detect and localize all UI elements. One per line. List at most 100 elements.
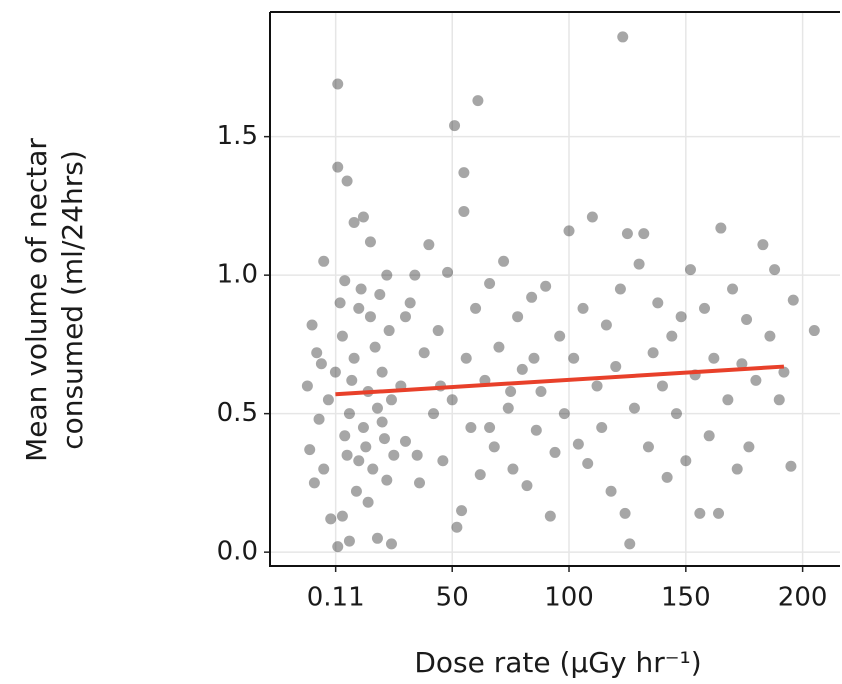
point [577, 302, 589, 314]
point [502, 402, 514, 414]
point [306, 319, 318, 331]
point [764, 330, 776, 342]
point [484, 422, 496, 433]
point [722, 394, 734, 406]
point [378, 433, 390, 445]
point [458, 205, 470, 217]
point [339, 275, 351, 287]
y-tick-label: 0.5 [217, 398, 258, 428]
point [617, 31, 629, 43]
point [432, 325, 444, 337]
point [376, 416, 388, 428]
point [449, 120, 461, 132]
point [388, 449, 400, 461]
point [526, 291, 538, 303]
point [336, 510, 348, 522]
point [778, 366, 790, 378]
x-tick-label: 100 [544, 583, 594, 613]
point [582, 458, 594, 470]
point [773, 394, 785, 406]
point [727, 283, 739, 295]
point [343, 408, 355, 420]
y-tick-label: 1.5 [217, 121, 258, 151]
point [549, 446, 561, 458]
point [334, 297, 346, 309]
point [460, 352, 472, 364]
point [572, 438, 584, 450]
point [680, 455, 692, 467]
point [346, 374, 358, 386]
point [563, 225, 575, 237]
point [348, 217, 360, 229]
point [318, 463, 330, 475]
point [535, 385, 547, 397]
point [470, 302, 482, 314]
point [530, 424, 542, 436]
point [656, 380, 668, 392]
y-tick-label: 0.0 [217, 537, 258, 567]
point [507, 463, 519, 475]
point [318, 255, 330, 267]
x-axis-label: Dose rate (μGy hr⁻¹) [414, 646, 701, 679]
point [787, 294, 799, 306]
point [670, 408, 682, 420]
point [399, 435, 411, 447]
x-tick-label: 50 [436, 583, 469, 613]
point [350, 485, 362, 497]
point [757, 239, 769, 251]
point [591, 380, 603, 392]
point [484, 277, 496, 289]
point [332, 161, 344, 173]
point [364, 236, 376, 248]
point [308, 477, 320, 489]
point [446, 394, 458, 406]
point [540, 280, 552, 292]
point [353, 455, 365, 467]
point [488, 441, 500, 453]
point [369, 341, 381, 353]
point [465, 422, 477, 433]
point [498, 255, 510, 267]
point [642, 441, 654, 453]
point [741, 313, 753, 325]
point [437, 455, 449, 467]
point [621, 228, 633, 240]
point [341, 175, 353, 187]
x-tick-label: 150 [661, 583, 711, 613]
point [423, 239, 435, 251]
point [442, 266, 454, 278]
point [521, 480, 533, 492]
point [614, 283, 626, 295]
point [367, 463, 379, 475]
point [456, 505, 468, 517]
point [675, 311, 687, 323]
x-tick-label: 0.11 [307, 583, 365, 613]
point [568, 352, 580, 364]
point [628, 402, 640, 414]
point [586, 211, 598, 223]
axis-frame [269, 11, 840, 567]
point [512, 311, 524, 323]
point [381, 474, 393, 486]
point [731, 463, 743, 475]
point [357, 211, 369, 223]
point [743, 441, 755, 453]
point [332, 78, 344, 90]
point [353, 302, 365, 314]
point [341, 449, 353, 461]
point [411, 449, 423, 461]
point [554, 330, 566, 342]
point [610, 361, 622, 373]
point [385, 394, 397, 406]
y-axis-label: consumed (ml/24hrs) [56, 150, 89, 450]
point [364, 311, 376, 323]
point [355, 283, 367, 295]
point [381, 269, 393, 281]
point [638, 228, 650, 240]
point [661, 471, 673, 483]
point [399, 311, 411, 323]
point [385, 538, 397, 550]
point [493, 341, 505, 353]
